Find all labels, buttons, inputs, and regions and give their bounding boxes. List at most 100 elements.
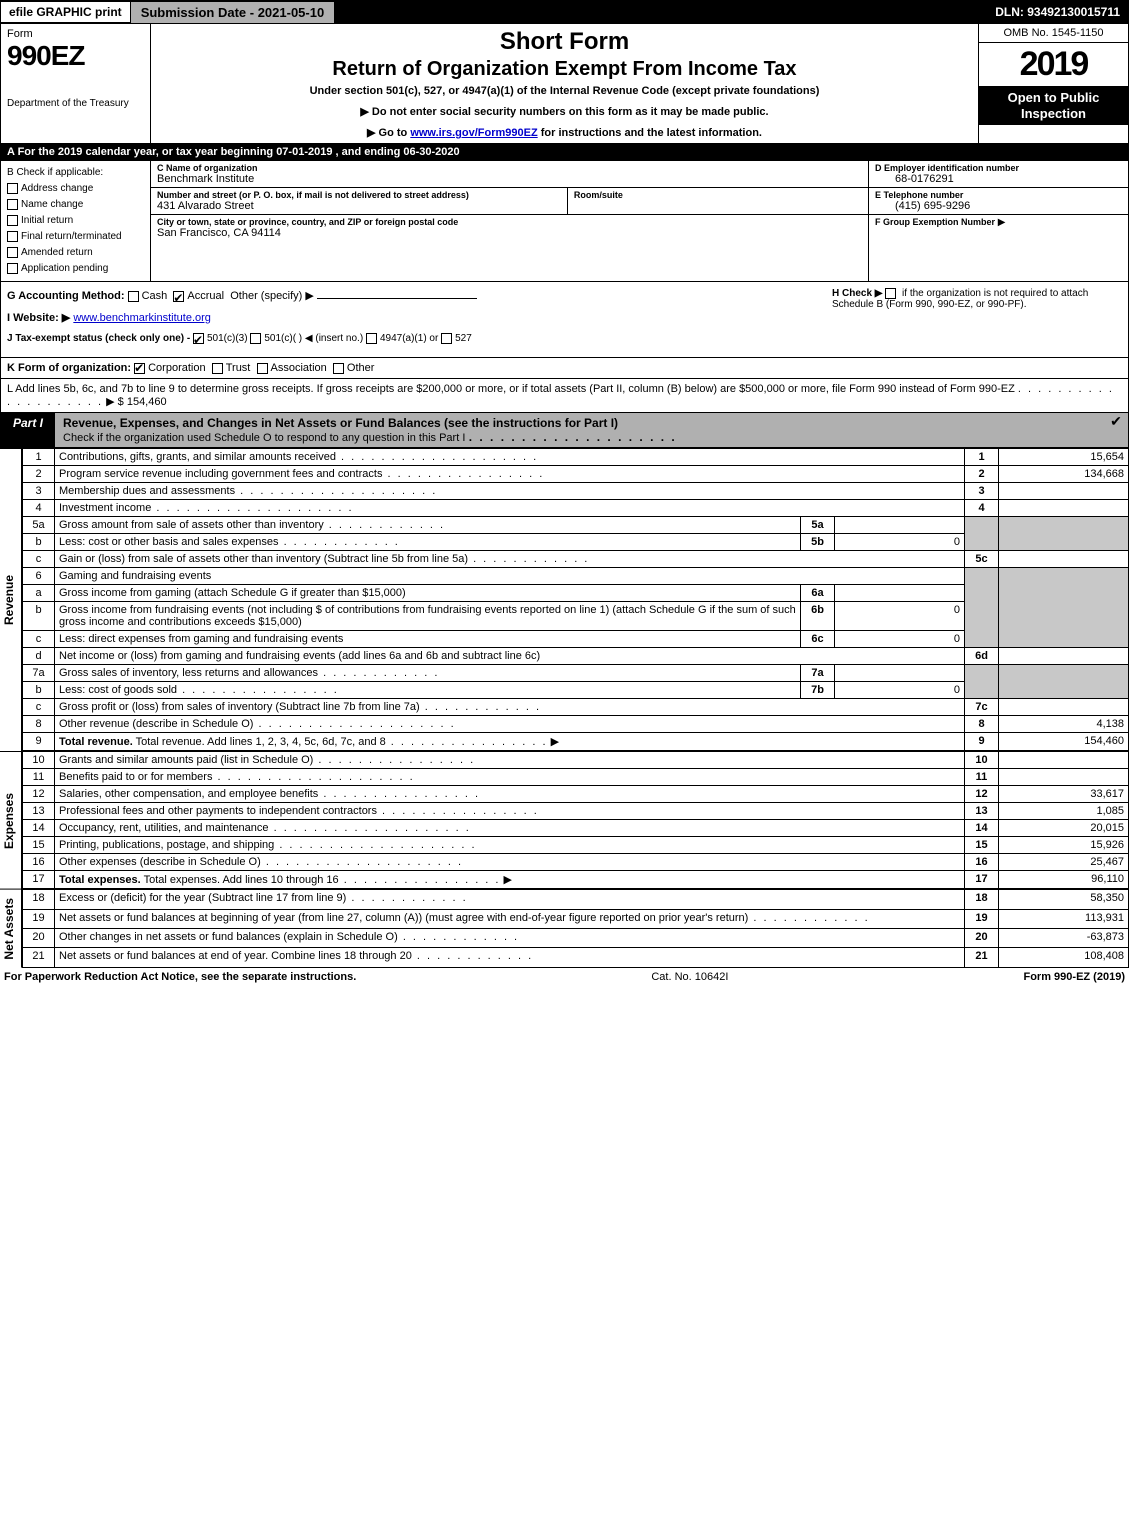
line-7b-val: 0	[835, 682, 965, 699]
line-19: 19 Net assets or fund balances at beginn…	[23, 909, 1129, 928]
address-label: Number and street (or P. O. box, if mail…	[157, 190, 862, 200]
cb-trust[interactable]	[212, 363, 223, 374]
cb-501c3[interactable]	[193, 333, 204, 344]
box-b-title: B Check if applicable:	[7, 165, 144, 181]
ein-value: 68-0176291	[875, 173, 1122, 185]
netassets-section: Net Assets 18 Excess or (deficit) for th…	[0, 889, 1129, 968]
line-9-val: 154,460	[999, 733, 1129, 751]
line-8: 8 Other revenue (describe in Schedule O)…	[23, 716, 1129, 733]
line-7a-val	[835, 665, 965, 682]
expenses-table: 10 Grants and similar amounts paid (list…	[22, 751, 1129, 889]
cb-accrual[interactable]	[173, 291, 184, 302]
line-12-val: 33,617	[999, 786, 1129, 803]
ein-label: D Employer identification number	[875, 163, 1122, 173]
box-def: D Employer identification number 68-0176…	[868, 161, 1128, 281]
cb-cash[interactable]	[128, 291, 139, 302]
cb-amended[interactable]: Amended return	[7, 245, 144, 261]
line-20-val: -63,873	[999, 928, 1129, 947]
line-g: G Accounting Method: Cash Accrual Other …	[7, 288, 822, 306]
line-11-val	[999, 769, 1129, 786]
revenue-table: 1 Contributions, gifts, grants, and simi…	[22, 448, 1129, 751]
cb-final-return[interactable]: Final return/terminated	[7, 229, 144, 245]
omb-number: OMB No. 1545-1150	[979, 24, 1128, 43]
info-block: B Check if applicable: Address change Na…	[0, 161, 1129, 282]
line-7c: c Gross profit or (loss) from sales of i…	[23, 699, 1129, 716]
tel-label: E Telephone number	[875, 190, 1122, 200]
line-15: 15 Printing, publications, postage, and …	[23, 837, 1129, 854]
line-6c-val: 0	[835, 631, 965, 648]
org-name: Benchmark Institute	[157, 173, 862, 185]
cb-address-change[interactable]: Address change	[7, 181, 144, 197]
line-k: K Form of organization: Corporation Trus…	[0, 358, 1129, 379]
cb-527[interactable]	[441, 333, 452, 344]
line-13: 13 Professional fees and other payments …	[23, 803, 1129, 820]
goto-post: for instructions and the latest informat…	[538, 127, 762, 139]
line-6b: b Gross income from fundraising events (…	[23, 602, 1129, 631]
short-form-title: Short Form	[161, 28, 968, 56]
page-footer: For Paperwork Reduction Act Notice, see …	[0, 968, 1129, 986]
line-5c: c Gain or (loss) from sale of assets oth…	[23, 551, 1129, 568]
goto-pre: ▶ Go to	[367, 127, 410, 139]
line-17: 17 Total expenses. Total expenses. Add l…	[23, 871, 1129, 889]
cb-corporation[interactable]	[134, 363, 145, 374]
line-6d-val	[999, 648, 1129, 665]
tax-period: A For the 2019 calendar year, or tax yea…	[0, 144, 1129, 161]
cb-schedule-b[interactable]	[885, 288, 896, 299]
city-row: City or town, state or province, country…	[151, 215, 868, 241]
cb-pending[interactable]: Application pending	[7, 261, 144, 277]
revenue-section: Revenue 1 Contributions, gifts, grants, …	[0, 448, 1129, 751]
line-7c-val	[999, 699, 1129, 716]
line-2-val: 134,668	[999, 466, 1129, 483]
line-20: 20 Other changes in net assets or fund b…	[23, 928, 1129, 947]
city-label: City or town, state or province, country…	[157, 217, 862, 227]
line-5c-val	[999, 551, 1129, 568]
line-14: 14 Occupancy, rent, utilities, and maint…	[23, 820, 1129, 837]
room-suite: Room/suite	[567, 188, 629, 214]
cb-association[interactable]	[257, 363, 268, 374]
line-18-val: 58,350	[999, 890, 1129, 909]
cb-initial-return[interactable]: Initial return	[7, 213, 144, 229]
tax-year: 2019	[979, 43, 1128, 86]
part1-header: Part I Revenue, Expenses, and Changes in…	[0, 413, 1129, 448]
form-header: Form 990EZ Department of the Treasury Sh…	[0, 24, 1129, 144]
line-18: 18 Excess or (deficit) for the year (Sub…	[23, 890, 1129, 909]
line-5b-val: 0	[835, 534, 965, 551]
footer-center: Cat. No. 10642I	[651, 971, 728, 983]
line-3: 3 Membership dues and assessments 3	[23, 483, 1129, 500]
irs-link[interactable]: www.irs.gov/Form990EZ	[410, 127, 537, 139]
line-6d: d Net income or (loss) from gaming and f…	[23, 648, 1129, 665]
line-4-val	[999, 500, 1129, 517]
line-6b-val: 0	[835, 602, 965, 631]
cb-other-org[interactable]	[333, 363, 344, 374]
city-value: San Francisco, CA 94114	[157, 227, 862, 239]
gij-left: G Accounting Method: Cash Accrual Other …	[7, 288, 822, 351]
line-6a-val	[835, 585, 965, 602]
line-21: 21 Net assets or fund balances at end of…	[23, 948, 1129, 967]
part1-check[interactable]: ✔	[1104, 413, 1128, 447]
header-right: OMB No. 1545-1150 2019 Open to Public In…	[978, 24, 1128, 143]
efile-label: efile GRAPHIC print	[1, 2, 130, 22]
footer-right: Form 990-EZ (2019)	[1023, 971, 1125, 983]
subtitle: Under section 501(c), 527, or 4947(a)(1)…	[161, 85, 968, 97]
line-2: 2 Program service revenue including gove…	[23, 466, 1129, 483]
expenses-vlabel: Expenses	[0, 751, 22, 889]
line-17-val: 96,110	[999, 871, 1129, 889]
part1-title: Revenue, Expenses, and Changes in Net As…	[55, 413, 1104, 447]
tel-value: (415) 695-9296	[875, 200, 1122, 212]
group-arrow: ▶	[998, 217, 1006, 228]
ghij-block: G Accounting Method: Cash Accrual Other …	[0, 282, 1129, 358]
goto-note: ▶ Go to www.irs.gov/Form990EZ for instru…	[161, 126, 968, 139]
header-center: Short Form Return of Organization Exempt…	[151, 24, 978, 143]
cb-501c[interactable]	[250, 333, 261, 344]
website-link[interactable]: www.benchmarkinstitute.org	[73, 312, 211, 324]
part1-tab: Part I	[1, 413, 55, 447]
line-10-val	[999, 752, 1129, 769]
cb-4947[interactable]	[366, 333, 377, 344]
cb-name-change[interactable]: Name change	[7, 197, 144, 213]
top-bar: efile GRAPHIC print Submission Date - 20…	[0, 0, 1129, 24]
line-5b: b Less: cost or other basis and sales ex…	[23, 534, 1129, 551]
address-row: Number and street (or P. O. box, if mail…	[151, 188, 868, 215]
line-16: 16 Other expenses (describe in Schedule …	[23, 854, 1129, 871]
group-exempt-cell: F Group Exemption Number ▶	[869, 215, 1128, 230]
line-l: L Add lines 5b, 6c, and 7b to line 9 to …	[0, 379, 1129, 413]
